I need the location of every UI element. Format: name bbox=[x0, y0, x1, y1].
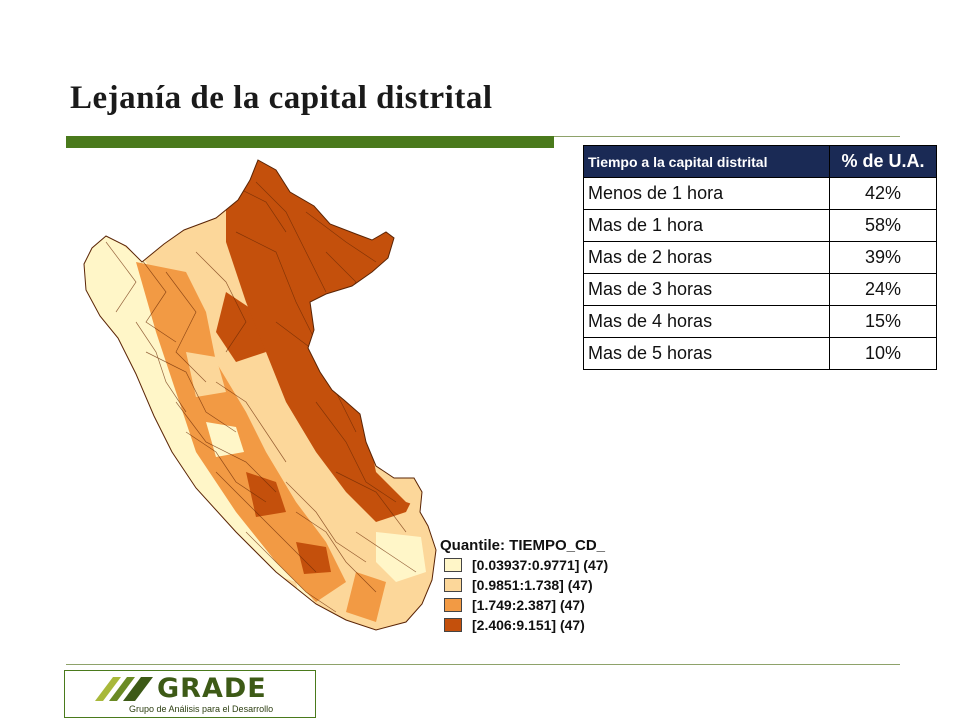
legend-label: [0.9851:1.738] (47) bbox=[472, 576, 593, 593]
logo-subtitle: Grupo de Análisis para el Desarrollo bbox=[129, 704, 274, 714]
table-cell-value: 24% bbox=[829, 273, 937, 306]
logo-name: GRADE bbox=[157, 673, 267, 704]
table-cell-value: 39% bbox=[829, 241, 937, 274]
table-cell-value: 15% bbox=[829, 305, 937, 338]
grade-logo: GRADE Grupo de Análisis para el Desarrol… bbox=[64, 670, 316, 718]
table-row: Mas de 1 hora 58% bbox=[583, 209, 937, 242]
legend-swatch bbox=[444, 617, 462, 632]
legend-swatch bbox=[444, 557, 462, 572]
table-row: Mas de 4 horas 15% bbox=[583, 305, 937, 338]
footer-rule bbox=[66, 664, 900, 665]
legend-item: [2.406:9.151] (47) bbox=[440, 615, 632, 634]
grade-logo-mark-icon bbox=[95, 677, 153, 701]
legend-label: [2.406:9.151] (47) bbox=[472, 616, 585, 633]
table-cell-label: Mas de 5 horas bbox=[583, 337, 830, 370]
legend-swatch bbox=[444, 597, 462, 612]
table-cell-value: 42% bbox=[829, 177, 937, 210]
table-header-percent: % de U.A. bbox=[829, 145, 937, 178]
table-row: Mas de 5 horas 10% bbox=[583, 337, 937, 370]
legend-label: [0.03937:0.9771] (47) bbox=[472, 556, 609, 573]
table-row: Menos de 1 hora 42% bbox=[583, 177, 937, 210]
table-cell-label: Mas de 1 hora bbox=[583, 209, 830, 242]
legend-title: Quantile: TIEMPO_CD_ bbox=[440, 537, 606, 554]
table-header-row: Tiempo a la capital distrital % de U.A. bbox=[583, 145, 937, 178]
table-cell-label: Menos de 1 hora bbox=[583, 177, 830, 210]
title-underline-rule bbox=[554, 136, 900, 137]
table-row: Mas de 3 horas 24% bbox=[583, 273, 937, 306]
legend-item: [0.03937:0.9771] (47) bbox=[440, 555, 632, 574]
district-boundaries bbox=[105, 181, 417, 613]
peru-choropleth-map bbox=[76, 152, 636, 662]
map-legend: Quantile: TIEMPO_CD_ [0.03937:0.9771] (4… bbox=[440, 537, 632, 634]
legend-swatch bbox=[444, 577, 462, 592]
slide-title: Lejanía de la capital distrital bbox=[70, 80, 493, 116]
title-underline-accent bbox=[66, 136, 554, 148]
legend-item: [1.749:2.387] (47) bbox=[440, 595, 632, 614]
table-cell-label: Mas de 2 horas bbox=[583, 241, 830, 274]
table-cell-label: Mas de 4 horas bbox=[583, 305, 830, 338]
table-cell-value: 58% bbox=[829, 209, 937, 242]
country-outline bbox=[83, 159, 437, 631]
access-time-table: Tiempo a la capital distrital % de U.A. … bbox=[583, 145, 937, 370]
legend-label: [1.749:2.387] (47) bbox=[472, 596, 585, 613]
table-row: Mas de 2 horas 39% bbox=[583, 241, 937, 274]
table-cell-label: Mas de 3 horas bbox=[583, 273, 830, 306]
legend-item: [0.9851:1.738] (47) bbox=[440, 575, 632, 594]
table-cell-value: 10% bbox=[829, 337, 937, 370]
table-header-time: Tiempo a la capital distrital bbox=[583, 145, 830, 178]
